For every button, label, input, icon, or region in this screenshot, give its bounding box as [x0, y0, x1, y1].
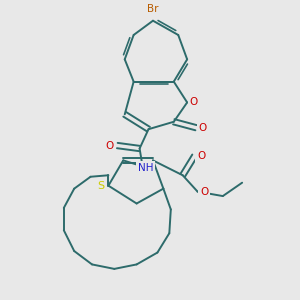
Text: O: O — [197, 151, 205, 161]
Text: O: O — [106, 140, 114, 151]
Text: Br: Br — [147, 4, 159, 14]
Text: O: O — [190, 98, 198, 107]
Text: O: O — [199, 123, 207, 133]
Text: S: S — [98, 181, 104, 191]
Text: NH: NH — [138, 163, 153, 173]
Text: O: O — [200, 187, 208, 196]
